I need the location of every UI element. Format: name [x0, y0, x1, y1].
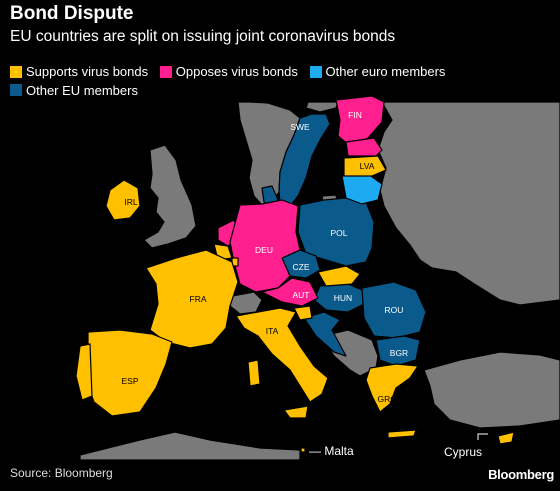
label-grc: GRC	[378, 394, 397, 404]
chart-subtitle: EU countries are split on issuing joint …	[10, 28, 396, 45]
cyprus-bracket	[477, 433, 488, 440]
region-crete	[387, 429, 417, 439]
region-north-africa	[79, 431, 301, 461]
region-hungary	[313, 283, 365, 313]
label-aut: AUT	[293, 290, 310, 300]
region-croatia	[303, 311, 347, 357]
legend-label-euro: Other euro members	[325, 64, 446, 79]
region-north-cape	[305, 101, 339, 113]
label-ita: ITA	[266, 326, 279, 336]
region-austria	[261, 277, 319, 307]
label-deu: DEU	[255, 245, 273, 255]
region-turkey	[423, 351, 560, 429]
region-italy	[235, 307, 329, 403]
label-malta: — Malta	[309, 444, 354, 458]
legend-item-opposes: Opposes virus bonds	[159, 63, 298, 80]
region-bulgaria	[375, 335, 421, 367]
region-greece	[365, 363, 419, 413]
region-cyprus	[497, 431, 515, 445]
label-cyprus: Cyprus	[444, 445, 482, 459]
region-slovenia	[293, 305, 313, 321]
region-finland	[335, 95, 385, 147]
region-sweden	[278, 113, 331, 207]
region-great-britain	[143, 144, 197, 249]
region-east-russia	[377, 101, 560, 306]
region-sardinia	[247, 359, 261, 387]
legend-swatch-other-eu	[10, 84, 22, 96]
legend: Supports virus bonds Opposes virus bonds…	[10, 63, 530, 100]
region-malta	[300, 447, 306, 453]
region-poland	[297, 197, 375, 267]
label-fra: FRA	[190, 294, 207, 304]
legend-item-supports: Supports virus bonds	[10, 63, 148, 80]
source-note: Source: Bloomberg	[10, 466, 113, 480]
region-latvia	[343, 155, 387, 177]
legend-swatch-euro	[309, 65, 322, 78]
label-pol: POL	[330, 228, 347, 238]
label-esp: ESP	[121, 376, 138, 386]
label-rou: ROU	[385, 305, 404, 315]
label-cze: CZE	[293, 262, 310, 272]
region-slovakia	[317, 265, 361, 287]
label-hun: HUN	[334, 293, 352, 303]
chart-title: Bond Dispute	[10, 3, 134, 24]
region-romania	[361, 281, 427, 339]
region-france	[145, 249, 239, 349]
region-switzerland	[229, 291, 263, 315]
legend-item-euro: Other euro members	[309, 63, 446, 80]
legend-label-opposes: Opposes virus bonds	[175, 64, 298, 79]
legend-label-other-eu: Other EU members	[26, 82, 138, 98]
region-sicily	[283, 405, 309, 419]
label-lva: LVA	[360, 161, 375, 171]
label-fin: FIN	[348, 110, 362, 120]
label-swe: SWE	[290, 122, 310, 132]
region-portugal	[75, 343, 93, 401]
region-spain	[85, 329, 173, 417]
legend-item-other-eu: Other EU members	[10, 82, 138, 99]
legend-swatch-opposes	[159, 65, 172, 78]
label-bgr: BGR	[390, 348, 408, 358]
legend-label-supports: Supports virus bonds	[26, 64, 149, 79]
bloomberg-logo: Bloomberg	[488, 467, 554, 482]
label-irl: IRL	[124, 197, 138, 207]
legend-swatch-supports	[10, 65, 22, 78]
region-estonia	[345, 137, 383, 157]
region-ireland	[105, 179, 141, 221]
